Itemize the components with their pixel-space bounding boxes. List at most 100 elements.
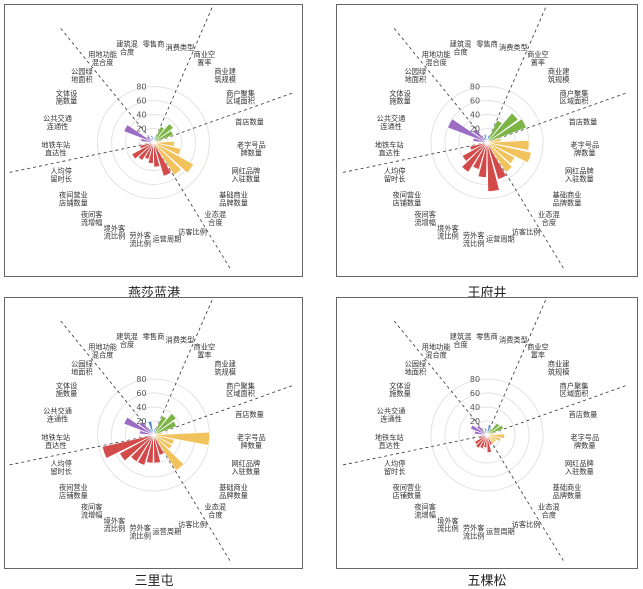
radial-tick-label: 40 bbox=[470, 111, 480, 120]
group-divider bbox=[340, 435, 482, 466]
radial-tick-label: 60 bbox=[470, 389, 480, 398]
radial-tick-label: 80 bbox=[470, 83, 480, 92]
grid-circle bbox=[430, 378, 544, 492]
bar-19 bbox=[470, 424, 488, 436]
category-label: 基础商业品牌数量 bbox=[219, 483, 248, 500]
category-label: 首店数量 bbox=[569, 410, 598, 419]
bar-22 bbox=[484, 427, 488, 436]
group-divider bbox=[156, 439, 232, 564]
bar-2 bbox=[486, 119, 503, 143]
bar-6 bbox=[153, 432, 210, 446]
bar-13 bbox=[479, 434, 488, 449]
radial-tick-label: 40 bbox=[470, 403, 480, 412]
category-label: 建筑混合度 bbox=[116, 332, 138, 349]
category-label: 建筑混合度 bbox=[450, 40, 472, 57]
category-label: 夜间客流增幅 bbox=[414, 210, 436, 227]
bar-12 bbox=[147, 142, 154, 164]
bar-19 bbox=[447, 118, 488, 143]
category-label: 夜间营业店铺数量 bbox=[59, 190, 88, 207]
category-label: 劳外客流比例 bbox=[129, 523, 151, 540]
radial-tick-label: 20 bbox=[470, 125, 480, 134]
bar-21 bbox=[148, 428, 154, 436]
bar-19 bbox=[123, 124, 154, 143]
category-label: 商户聚集区域面积 bbox=[560, 381, 589, 398]
bar-14 bbox=[138, 142, 154, 161]
bar-7 bbox=[486, 142, 532, 163]
group-divider bbox=[155, 5, 214, 138]
bar-13 bbox=[472, 142, 488, 170]
category-label: 首店数量 bbox=[569, 118, 598, 127]
category-label: 老字号品牌数量 bbox=[237, 433, 266, 450]
bar-8 bbox=[486, 142, 516, 164]
category-label: 用地功能混合度 bbox=[422, 50, 451, 67]
category-label: 公共交通连通性 bbox=[377, 406, 406, 423]
bar-11 bbox=[486, 142, 500, 192]
category-label: 建筑混合度 bbox=[116, 40, 138, 57]
category-label: 境外客流比例 bbox=[104, 224, 126, 241]
category-label: 老字号品牌数量 bbox=[570, 141, 599, 158]
category-label: 业态混合度 bbox=[538, 210, 560, 227]
category-label: 网红品牌入驻数量 bbox=[565, 167, 594, 184]
category-label: 用地功能混合度 bbox=[88, 343, 117, 360]
bar-4 bbox=[486, 118, 527, 143]
bar-10 bbox=[486, 142, 507, 180]
bar-3 bbox=[486, 112, 519, 143]
bar-16 bbox=[469, 142, 488, 151]
bar-8 bbox=[153, 434, 173, 450]
category-label: 夜间营业店铺数量 bbox=[59, 483, 88, 500]
bar-3 bbox=[153, 123, 174, 143]
radial-tick-label: 40 bbox=[136, 111, 146, 120]
radial-tick-label: 80 bbox=[470, 375, 480, 384]
category-label: 网红品牌入驻数量 bbox=[565, 459, 594, 476]
category-label: 劳外客流比例 bbox=[463, 523, 485, 540]
category-label: 消费类型 bbox=[166, 336, 195, 345]
bar-7 bbox=[153, 434, 175, 445]
radial-tick-label: 80 bbox=[136, 83, 146, 92]
bar-7 bbox=[486, 434, 501, 442]
category-label: 公园绿地面积 bbox=[71, 67, 93, 84]
category-label: 夜间营业店铺数量 bbox=[393, 483, 422, 500]
category-label: 访客比例 bbox=[512, 520, 541, 529]
category-label: 文体设施数量 bbox=[389, 381, 411, 398]
category-label: 运营周期 bbox=[486, 527, 515, 536]
category-label: 运营周期 bbox=[152, 235, 181, 244]
bar-14 bbox=[130, 434, 154, 462]
chart-panel-sanlitun: 20 40 60 80 零售商 消费类型 商业空置率 商业建筑规模 商户聚集区域面积 首店数量 老字… bbox=[4, 297, 303, 569]
bar-2 bbox=[153, 126, 165, 143]
category-label: 公共交通连通性 bbox=[43, 406, 72, 423]
category-label: 消费类型 bbox=[499, 336, 528, 345]
bar-6 bbox=[486, 140, 530, 151]
bar-8 bbox=[486, 434, 497, 443]
chart-panel-yansha: 20 40 60 80 零售商 消费类型 商业空置率 商业建筑规模 商户聚集区域面积 首店数量 老字… bbox=[4, 4, 303, 277]
category-label: 老字号品牌数量 bbox=[237, 141, 266, 158]
bar-13 bbox=[144, 142, 154, 160]
group-divider bbox=[489, 298, 547, 430]
polar-chart-yansha: 20 40 60 80 零售商 消费类型商业空置率商业建筑规模商户聚集区域面积首店数量老字… bbox=[6, 5, 295, 271]
category-label: 消费类型 bbox=[166, 43, 195, 52]
radial-tick-label: 60 bbox=[136, 97, 146, 106]
bar-3 bbox=[153, 413, 177, 436]
bar-2 bbox=[153, 415, 167, 436]
radial-tick-label: 20 bbox=[470, 417, 480, 426]
bar-6 bbox=[486, 433, 505, 439]
bar-6 bbox=[153, 141, 175, 147]
bar-20 bbox=[139, 421, 154, 436]
category-label: 地铁车站直达性 bbox=[41, 141, 70, 158]
grid-circle bbox=[458, 406, 516, 464]
polar-chart-wukesong: 20 40 60 80 零售商 消费类型商业空置率商业建筑规模商户聚集区域面积首店数量老字… bbox=[340, 298, 629, 564]
bar-8 bbox=[153, 142, 194, 174]
radial-tick-label: 80 bbox=[136, 375, 146, 384]
bar-13 bbox=[137, 434, 154, 466]
category-label: 公园绿地面积 bbox=[405, 360, 427, 377]
bar-11 bbox=[153, 434, 161, 464]
category-label: 业态混合度 bbox=[538, 502, 560, 519]
bar-15 bbox=[119, 434, 154, 462]
category-label: 商业空置率 bbox=[527, 343, 549, 360]
bar-4 bbox=[153, 130, 174, 143]
category-label: 人均停留时长 bbox=[50, 167, 72, 184]
chart-panel-wangfujing: 20 40 60 80 零售商 消费类型 商业空置率 商业建筑规模 商户聚集区域面积 首店数量 老字… bbox=[336, 4, 638, 277]
category-label: 老字号品牌数量 bbox=[570, 433, 599, 450]
category-label: 零售商 bbox=[143, 332, 165, 341]
category-label: 基础商业品牌数量 bbox=[553, 190, 582, 207]
category-label: 公共交通连通性 bbox=[377, 114, 406, 131]
